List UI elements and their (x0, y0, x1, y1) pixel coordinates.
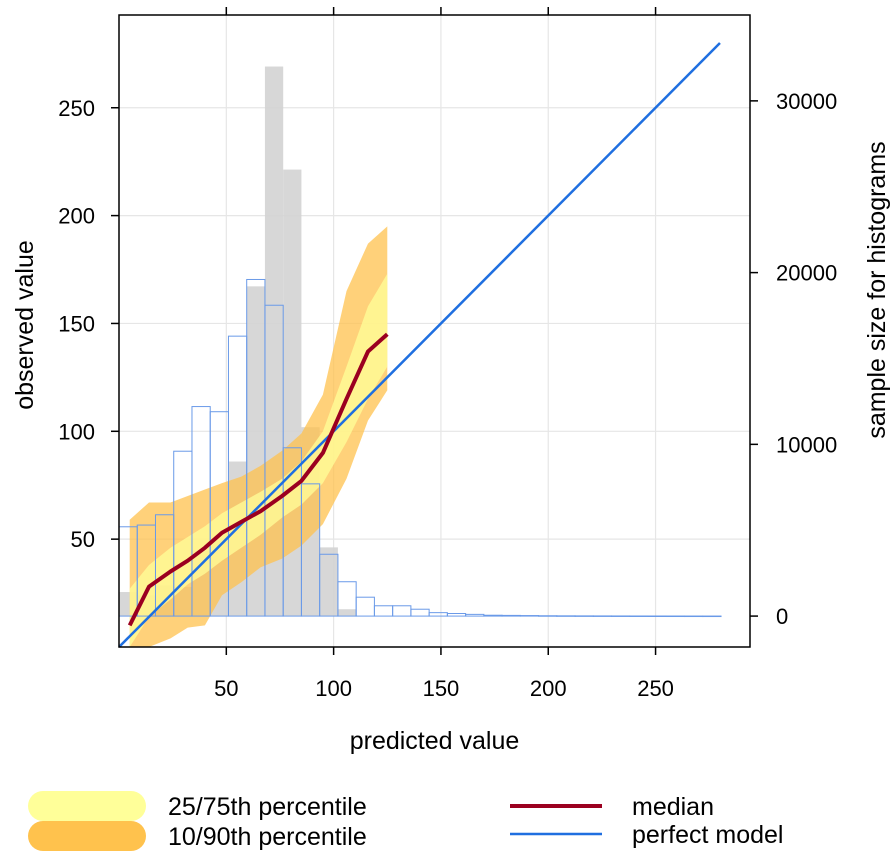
y-axis-title: observed value (11, 240, 39, 410)
x-tick-label: 200 (530, 676, 567, 701)
y2-tick-label: 10000 (776, 432, 837, 457)
histogram-predicted-bar (483, 614, 503, 617)
histogram-predicted-bar (355, 596, 375, 617)
y2-tick-label: 20000 (776, 261, 837, 286)
legend-label-0: 25/75th percentile (168, 793, 367, 821)
histogram-observed-bar (337, 609, 357, 617)
histogram-predicted-bar (611, 615, 631, 617)
x-tick-label: 50 (214, 676, 238, 701)
histogram-predicted-bar (684, 615, 704, 618)
histogram-predicted-bar (519, 615, 540, 617)
histogram-predicted-bar (665, 615, 686, 618)
histogram-predicted-bar (300, 483, 321, 617)
y-tick-label: 100 (58, 419, 95, 444)
histogram-predicted-bar (592, 615, 613, 617)
histogram-observed-bar (319, 547, 338, 617)
histogram-predicted-bar (647, 615, 667, 618)
histogram-predicted-bar (538, 615, 558, 617)
y2-tick-label: 30000 (776, 89, 837, 114)
y-tick-label: 50 (71, 527, 95, 552)
histogram-predicted-bar (410, 608, 430, 617)
histogram-predicted-bar (629, 615, 649, 617)
histogram-predicted-bar (392, 605, 412, 617)
histogram-predicted-bar (428, 612, 448, 617)
histogram-predicted-bar (446, 613, 467, 617)
legend-label-3: perfect model (632, 821, 783, 849)
histogram-predicted-bar (501, 614, 521, 617)
histogram-predicted (118, 278, 722, 618)
plot-frame (118, 14, 751, 648)
y2-axis-title: sample size for histograms (863, 141, 891, 438)
perfect-model-line (118, 42, 721, 648)
histogram-predicted-bar (373, 605, 394, 617)
y-tick-label: 200 (58, 204, 95, 229)
legend-label-2: median (632, 793, 714, 821)
histogram-predicted-bar (465, 613, 485, 617)
histogram-predicted-bar (702, 615, 722, 618)
model-lines (118, 42, 721, 648)
y-tick-label: 150 (58, 311, 95, 336)
y-tick-label: 250 (58, 96, 95, 121)
x-tick-label: 100 (315, 676, 352, 701)
legend-swatch-0 (28, 791, 146, 821)
legend-swatch-1 (28, 821, 146, 851)
axes: 50 100 150 200 250 50 100 150 200 250 0 10000 20000 3… (58, 7, 837, 701)
x-tick-label: 250 (637, 676, 674, 701)
legend-label-1: 10/90th percentile (168, 823, 367, 851)
histogram-predicted-bar (574, 615, 594, 617)
x-tick-label: 150 (423, 676, 460, 701)
median-line (127, 332, 389, 627)
histogram-predicted-bar (556, 615, 576, 617)
x-axis-title: predicted value (350, 727, 520, 755)
y2-tick-label: 0 (776, 604, 788, 629)
